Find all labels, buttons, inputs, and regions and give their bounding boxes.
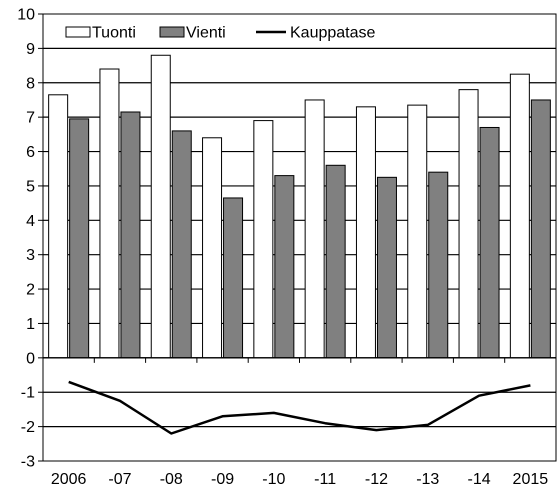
legend-label-tuonti: Tuonti [92,25,136,42]
bar-vienti [530,99,551,359]
y-tick-label: 3 [26,247,35,264]
x-tick-label: -11 [314,471,336,488]
y-tick-label: 10 [17,7,35,24]
axes [38,13,557,462]
y-tick-label: 5 [26,178,35,195]
line-kauppatase [68,380,531,435]
y-tick-label: 4 [26,213,35,230]
y-tick-label: 1 [26,316,35,333]
plot-frame [42,13,557,462]
x-tick-label: -08 [160,471,183,488]
bar-vienti [223,197,244,359]
bar-tuonti [150,54,171,359]
bar-tuonti [48,94,69,359]
legend: Tuonti Vienti Kauppatase [52,22,392,42]
bars [48,54,551,359]
y-tick-label: 9 [26,41,35,58]
gridlines [42,13,557,462]
bar-vienti [69,118,90,359]
y-tick-label: 0 [26,350,35,367]
bar-vienti [274,175,295,359]
bar-vienti [171,130,192,359]
legend-swatch-tuonti [65,26,91,38]
bar-tuonti [509,73,530,359]
y-tick-label: 2 [26,282,35,299]
y-tick-label: -2 [21,419,35,436]
bar-tuonti [355,106,376,359]
x-tick-label: -14 [467,471,490,488]
bar-tuonti [407,104,428,359]
x-tick-label: -13 [416,471,439,488]
y-tick-label: -1 [21,385,35,402]
bar-tuonti [202,137,223,359]
bar-tuonti [99,68,120,359]
legend-label-vienti: Vienti [186,25,226,42]
bar-vienti [479,126,500,359]
legend-label-kauppatase: Kauppatase [290,25,376,42]
bar-vienti [325,164,346,359]
bar-tuonti [253,120,274,359]
y-tick-label: 6 [26,144,35,161]
bar-tuonti [458,89,479,359]
y-tick-label: 7 [26,110,35,127]
legend-swatch-vienti [159,26,185,38]
x-tick-label: -12 [365,471,388,488]
x-tick-label: -10 [262,471,285,488]
bar-vienti [428,171,449,359]
x-tick-label: -09 [211,471,234,488]
bar-tuonti [304,99,325,359]
x-tick-label: -07 [108,471,131,488]
x-tick-label: 2015 [513,471,549,488]
bar-vienti [376,176,397,359]
y-tick-label: 8 [26,75,35,92]
bar-vienti [120,111,141,359]
x-tick-label: 2006 [51,471,87,488]
balance-line [68,380,531,435]
legend-box [52,22,392,42]
y-tick-label: -3 [21,454,35,471]
